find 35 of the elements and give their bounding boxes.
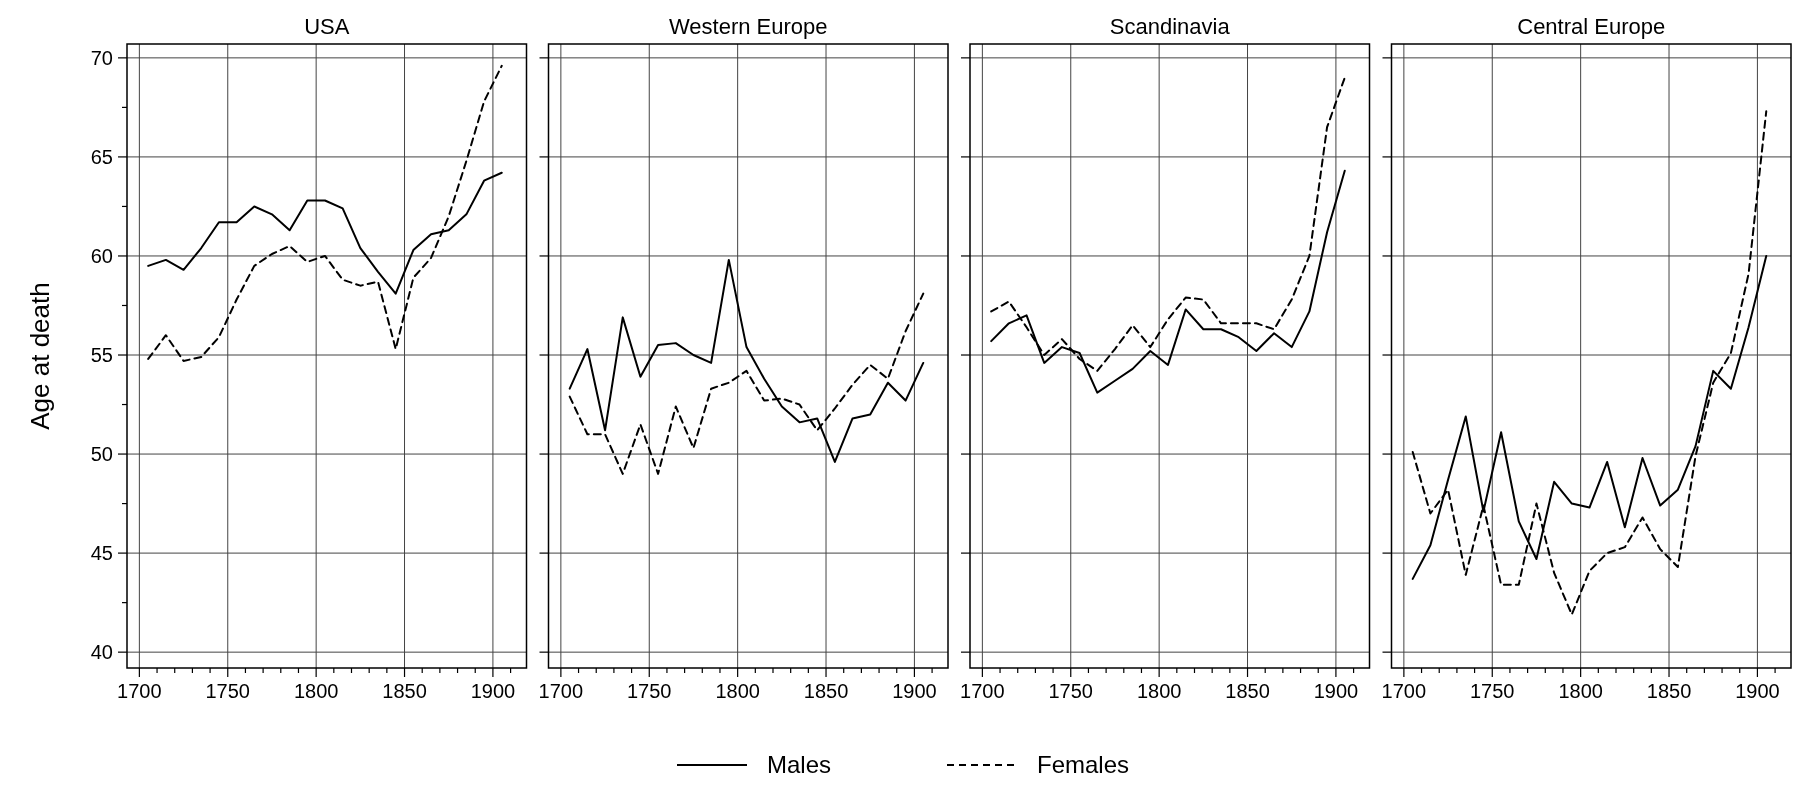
x-tick-label: 1700	[1381, 680, 1427, 702]
x-tick-label: 1700	[960, 680, 1005, 702]
x-tick-label: 1900	[1313, 680, 1359, 702]
y-tick-label: 55	[90, 344, 113, 367]
legend-label: Males	[767, 751, 832, 779]
x-tick-label: 1750	[627, 680, 672, 702]
x-tick-label: 1850	[1225, 680, 1270, 702]
y-tick-label: 50	[90, 443, 113, 466]
x-tick-label: 1800	[1136, 680, 1182, 702]
chart-title: Scandinavia	[1109, 14, 1231, 39]
legend-label: Females	[1037, 751, 1130, 779]
line-series	[147, 64, 503, 362]
y-tick-label: 60	[90, 244, 113, 267]
y-tick-label: 40	[90, 641, 113, 664]
x-tick-label: 1700	[117, 680, 162, 702]
x-tick-label: 1900	[1735, 680, 1780, 702]
x-tick-label: 1700	[538, 680, 584, 702]
y-tick-label: 70	[90, 46, 113, 69]
x-tick-label: 1800	[1558, 680, 1603, 702]
x-tick-label: 1850	[803, 680, 849, 702]
x-tick-label: 1850	[1646, 680, 1692, 702]
x-tick-label: 1750	[1470, 680, 1515, 702]
x-tick-label: 1900	[892, 680, 937, 702]
y-tick-label: 65	[90, 145, 113, 168]
y-axis-title: Age at death	[25, 282, 55, 430]
x-tick-label: 1800	[715, 680, 760, 702]
y-tick-label: 45	[90, 542, 113, 565]
x-tick-label: 1900	[470, 680, 516, 702]
chart-title: Western Europe	[668, 14, 828, 39]
x-tick-label: 1850	[382, 680, 427, 702]
x-tick-label: 1750	[1048, 680, 1094, 702]
x-tick-label: 1800	[293, 680, 339, 702]
x-tick-label: 1750	[205, 680, 251, 702]
chart-title: Central Europe	[1517, 14, 1666, 39]
chart-title: USA	[304, 14, 350, 39]
